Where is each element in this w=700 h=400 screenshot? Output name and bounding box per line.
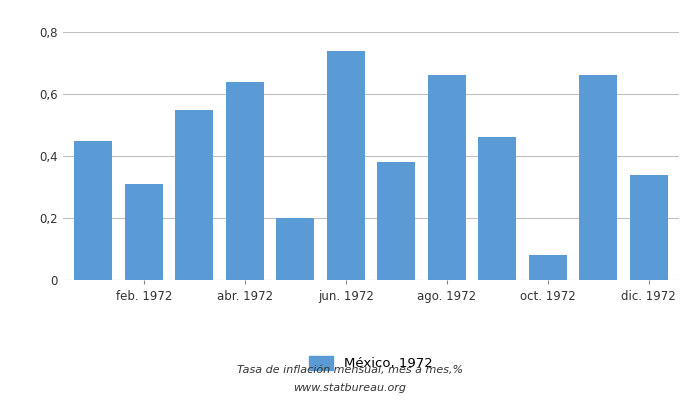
Bar: [377, 162, 415, 280]
Bar: [580, 75, 617, 280]
Bar: [74, 140, 112, 280]
Bar: [327, 51, 365, 280]
Bar: [276, 218, 314, 280]
Bar: [428, 75, 466, 280]
Bar: [175, 110, 214, 280]
Text: Tasa de inflación mensual, mes a mes,%: Tasa de inflación mensual, mes a mes,%: [237, 365, 463, 375]
Text: www.statbureau.org: www.statbureau.org: [293, 383, 407, 393]
Bar: [528, 255, 567, 280]
Bar: [478, 137, 516, 280]
Bar: [125, 184, 162, 280]
Legend: México, 1972: México, 1972: [309, 356, 433, 370]
Bar: [630, 174, 668, 280]
Bar: [226, 82, 264, 280]
